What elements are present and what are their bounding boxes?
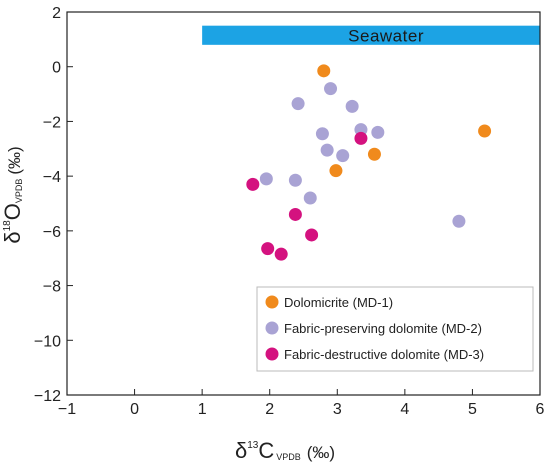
y-tick-label: −6 bbox=[43, 224, 61, 241]
plot-frame bbox=[66, 11, 541, 396]
data-point-series-3 bbox=[246, 177, 260, 191]
y-axis-isotope: 18 bbox=[2, 220, 13, 232]
data-point-series-2 bbox=[452, 214, 466, 228]
x-tick-label: 3 bbox=[333, 401, 342, 418]
data-point-series-2 bbox=[336, 149, 350, 163]
legend-label: Dolomicrite (MD-1) bbox=[284, 295, 393, 310]
seawater-band-label: Seawater bbox=[348, 26, 424, 45]
x-axis-isotope: 13 bbox=[247, 440, 259, 451]
y-tick-label: −8 bbox=[43, 279, 61, 296]
seawater-band-group: Seawater bbox=[202, 25, 540, 45]
x-axis-element: C bbox=[258, 438, 274, 463]
legend-marker bbox=[265, 295, 279, 309]
data-points bbox=[246, 64, 492, 261]
x-tick-label: 5 bbox=[468, 401, 477, 418]
data-point-series-3 bbox=[305, 228, 319, 242]
data-point-series-2 bbox=[371, 125, 385, 139]
x-axis-sub: VPDB bbox=[276, 452, 301, 462]
data-point-series-2 bbox=[259, 172, 273, 186]
data-point-series-3 bbox=[274, 247, 288, 261]
x-axis-unit: (‰) bbox=[307, 443, 335, 462]
data-point-series-2 bbox=[288, 173, 302, 187]
data-point-series-1 bbox=[478, 124, 492, 138]
y-axis-element: O bbox=[0, 203, 25, 220]
y-axis-unit: (‰) bbox=[5, 146, 24, 174]
x-tick-label: −1 bbox=[58, 401, 76, 418]
seawater-band bbox=[202, 25, 540, 45]
y-tick-label: −2 bbox=[43, 114, 61, 131]
y-axis-sub: VPDB bbox=[14, 179, 24, 204]
y-axis-title: δ18OVPDB (‰) bbox=[0, 146, 25, 243]
y-tick-label: 0 bbox=[52, 60, 61, 77]
x-tick-label: 6 bbox=[536, 401, 545, 418]
x-tick-label: 0 bbox=[130, 401, 139, 418]
y-tick-label: −10 bbox=[34, 333, 61, 350]
x-axis-title: δ13C VPDB (‰) bbox=[235, 438, 335, 463]
axis-ticks bbox=[66, 11, 541, 396]
data-point-series-1 bbox=[367, 147, 381, 161]
legend-label: Fabric-preserving dolomite (MD-2) bbox=[284, 321, 482, 336]
x-tick-label: 2 bbox=[265, 401, 274, 418]
legend-box bbox=[256, 286, 534, 372]
data-point-series-2 bbox=[324, 82, 338, 96]
y-tick-label: −12 bbox=[34, 388, 61, 405]
data-point-series-1 bbox=[317, 64, 331, 78]
data-point-series-3 bbox=[261, 242, 275, 256]
data-point-series-2 bbox=[345, 99, 359, 113]
data-point-series-1 bbox=[329, 164, 343, 178]
y-tick-label: 2 bbox=[52, 5, 61, 22]
x-tick-label: 1 bbox=[198, 401, 207, 418]
axis-tick-labels: −1 0 1 2 3 4 5 620−2−4−6−8−10−12 bbox=[34, 5, 545, 418]
data-point-series-2 bbox=[320, 143, 334, 157]
data-point-series-2 bbox=[291, 97, 305, 111]
x-axis-delta: δ bbox=[235, 438, 247, 463]
data-point-series-3 bbox=[354, 131, 368, 145]
x-tick-label: 4 bbox=[400, 401, 409, 418]
legend-label: Fabric-destructive dolomite (MD-3) bbox=[284, 347, 484, 362]
y-axis-delta: δ bbox=[0, 231, 25, 243]
legend: Dolomicrite (MD-1) Fabric-preserving dolo… bbox=[256, 286, 534, 372]
data-point-series-2 bbox=[303, 191, 317, 205]
legend-marker bbox=[265, 321, 279, 335]
data-point-series-2 bbox=[315, 127, 329, 141]
data-point-series-3 bbox=[288, 207, 302, 221]
legend-marker bbox=[265, 347, 279, 361]
y-tick-label: −4 bbox=[43, 169, 61, 186]
